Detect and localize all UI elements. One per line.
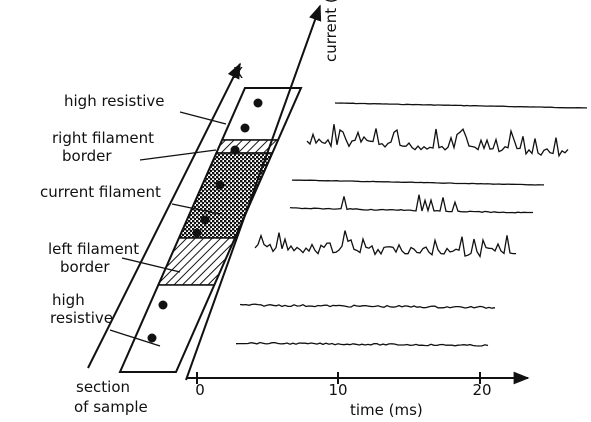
sample-strip [118, 87, 303, 373]
leader [179, 111, 227, 125]
probe-dot [230, 145, 240, 155]
caption: of sample [74, 398, 148, 416]
caption: section [76, 378, 130, 396]
region-label: current filament [40, 183, 161, 201]
probe-dot [158, 300, 168, 310]
region-label: border [60, 258, 110, 276]
leader [171, 203, 221, 215]
x-tick-label: 20 [472, 381, 491, 399]
region-label: resistive [50, 309, 113, 327]
probe-dot [200, 215, 210, 225]
probe-dot [147, 333, 157, 343]
trace [254, 230, 516, 259]
trace [235, 341, 489, 347]
trace [289, 194, 533, 214]
trace [334, 102, 587, 109]
region-label: high resistive [64, 92, 165, 110]
x-tick-label: 10 [328, 381, 347, 399]
trace [291, 179, 544, 186]
region-filament [177, 152, 274, 239]
x-tick-label: 0 [195, 381, 205, 399]
region-label: high [52, 291, 85, 309]
region-label: right filament [52, 129, 154, 147]
sample-axis [87, 62, 241, 369]
trace [239, 303, 496, 309]
y-axis-label: current (au) [322, 0, 340, 62]
probe-dot [240, 123, 250, 133]
current-traces [235, 102, 587, 347]
probe-dot [253, 98, 263, 108]
leader [121, 257, 181, 273]
region-label: left filament [48, 240, 139, 258]
sample-axis-label: X [233, 64, 243, 82]
probe-dot [215, 180, 225, 190]
leader [139, 149, 217, 161]
trace [306, 124, 569, 158]
strip-outline [118, 87, 303, 373]
leader [109, 329, 161, 347]
x-axis-label: time (ms) [350, 401, 423, 419]
current-axis [185, 4, 322, 381]
probe-dot [192, 228, 202, 238]
region-label: border [62, 147, 112, 165]
region-high-resistive [118, 284, 216, 373]
